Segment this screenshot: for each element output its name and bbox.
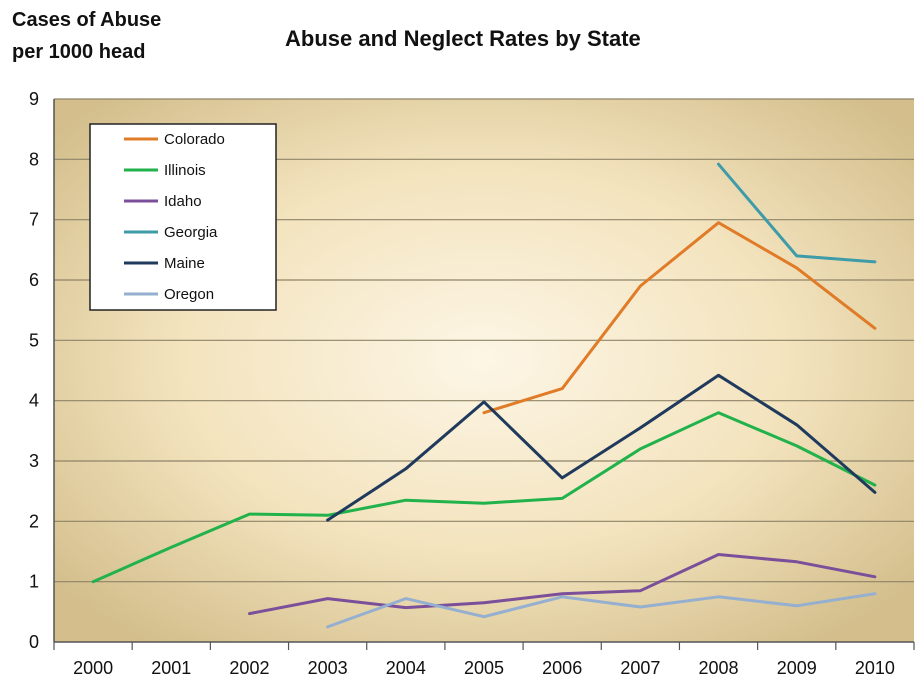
x-tick-label: 2005 <box>464 658 504 678</box>
y-tick-label: 3 <box>29 451 39 471</box>
series-line-idaho <box>248 553 877 616</box>
x-tick-label: 2003 <box>308 658 348 678</box>
series-line-georgia <box>717 162 877 264</box>
y-axis-label: Cases of Abuse per 1000 head <box>12 4 161 68</box>
series-line-maine <box>326 373 877 522</box>
legend-label-georgia: Georgia <box>164 224 218 241</box>
x-tick-label: 2009 <box>777 658 817 678</box>
legend-label-illinois: Illinois <box>164 162 206 179</box>
y-tick-label: 5 <box>29 330 39 350</box>
y-tick-label: 9 <box>29 89 39 109</box>
legend-box <box>89 123 277 311</box>
y-tick-label: 0 <box>29 632 39 652</box>
x-tick-label: 2006 <box>542 658 582 678</box>
x-tick-label: 2010 <box>855 658 895 678</box>
legend: Colorado Illinois Idaho Georgia Maine Oregon <box>89 123 277 311</box>
x-tick-label: 2002 <box>229 658 269 678</box>
y-tick-label: 6 <box>29 270 39 290</box>
legend-label-idaho: Idaho <box>164 193 202 210</box>
x-tick-label: 2004 <box>386 658 426 678</box>
x-tick-label: 2008 <box>699 658 739 678</box>
chart-title: Abuse and Neglect Rates by State <box>285 26 641 51</box>
series-line-illinois <box>91 411 877 584</box>
series-line-oregon <box>326 592 877 629</box>
x-tick-label: 2007 <box>620 658 660 678</box>
axes: 0 1 2 3 4 5 6 7 8 9 2000 2001 2002 2003 2004 2005 2006 20… <box>29 89 915 678</box>
y-tick-label: 7 <box>29 210 39 230</box>
y-tick-label: 1 <box>29 572 39 592</box>
y-tick-label: 2 <box>29 511 39 531</box>
legend-label-colorado: Colorado <box>164 131 225 148</box>
y-tick-label: 8 <box>29 149 39 169</box>
series-lines <box>91 162 877 629</box>
x-tick-label: 2001 <box>151 658 191 678</box>
y-tick-label: 4 <box>29 391 39 411</box>
x-tick-label: 2000 <box>73 658 113 678</box>
legend-label-maine: Maine <box>164 255 205 272</box>
series-line-colorado <box>482 221 877 415</box>
y-axis-label-line-1: Cases of Abuse <box>12 9 162 31</box>
y-axis-label-line-2: per 1000 head <box>12 41 146 63</box>
legend-label-oregon: Oregon <box>164 286 214 303</box>
